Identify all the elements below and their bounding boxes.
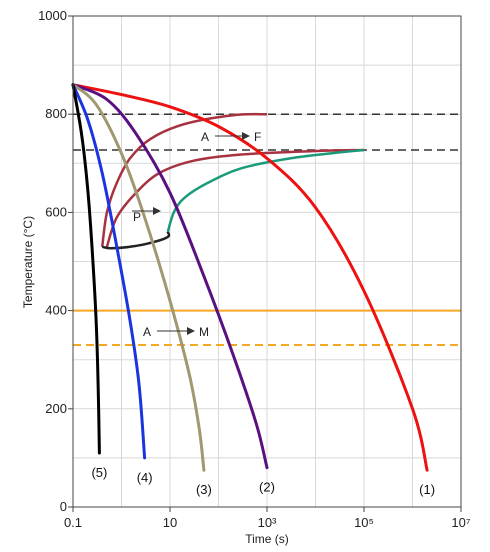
x-tick-label: 10⁵ xyxy=(354,515,374,530)
series-label-3: (3) xyxy=(196,482,212,497)
svg-text:F: F xyxy=(254,130,261,144)
transformation-curve xyxy=(166,148,365,233)
y-tick-label: 200 xyxy=(45,401,67,416)
y-tick-label: 1000 xyxy=(38,8,67,23)
svg-text:A: A xyxy=(143,325,151,339)
y-tick-label: 800 xyxy=(45,106,67,121)
annotation-austenite-martensite: A M xyxy=(143,325,209,339)
series-label-1: (1) xyxy=(419,482,435,497)
transformation-curve xyxy=(100,112,268,247)
x-tick-label: 10³ xyxy=(258,515,277,530)
cooling-curves: (1) (2) (3) (4) (5) xyxy=(71,83,435,497)
cooling-curve-5 xyxy=(71,83,101,455)
cooling-curve-2 xyxy=(71,83,269,470)
transformation-curve xyxy=(105,148,365,248)
svg-text:M: M xyxy=(199,325,209,339)
series-label-4: (4) xyxy=(137,470,153,485)
annotation-austenite-ferrite: A F xyxy=(201,130,261,144)
svg-text:P: P xyxy=(133,210,141,224)
svg-text:A: A xyxy=(201,130,209,144)
transformation-curves xyxy=(100,112,365,250)
cooling-curve-3 xyxy=(71,83,206,472)
x-tick-label: 0.1 xyxy=(64,515,82,530)
y-axis-ticks: 0 200 400 600 800 1000 xyxy=(38,8,73,514)
series-label-2: (2) xyxy=(259,480,275,495)
y-axis-title: Temperature (°C) xyxy=(21,216,35,308)
grid xyxy=(72,15,462,508)
reference-lines xyxy=(73,113,461,346)
x-axis-title: Time (s) xyxy=(245,532,289,546)
transformation-curve xyxy=(101,231,171,250)
y-tick-label: 400 xyxy=(45,303,67,318)
y-tick-label: 0 xyxy=(60,499,67,514)
x-axis-ticks: 0.1 10 10³ 10⁵ 10⁷ xyxy=(64,507,471,530)
cooling-curve-4 xyxy=(71,83,147,460)
cooling-curve-1 xyxy=(71,83,429,472)
x-tick-label: 10 xyxy=(163,515,177,530)
x-tick-label: 10⁷ xyxy=(451,515,470,530)
series-label-5: (5) xyxy=(91,465,107,480)
annotation-pearlite: P xyxy=(132,207,161,224)
y-tick-label: 600 xyxy=(45,204,67,219)
